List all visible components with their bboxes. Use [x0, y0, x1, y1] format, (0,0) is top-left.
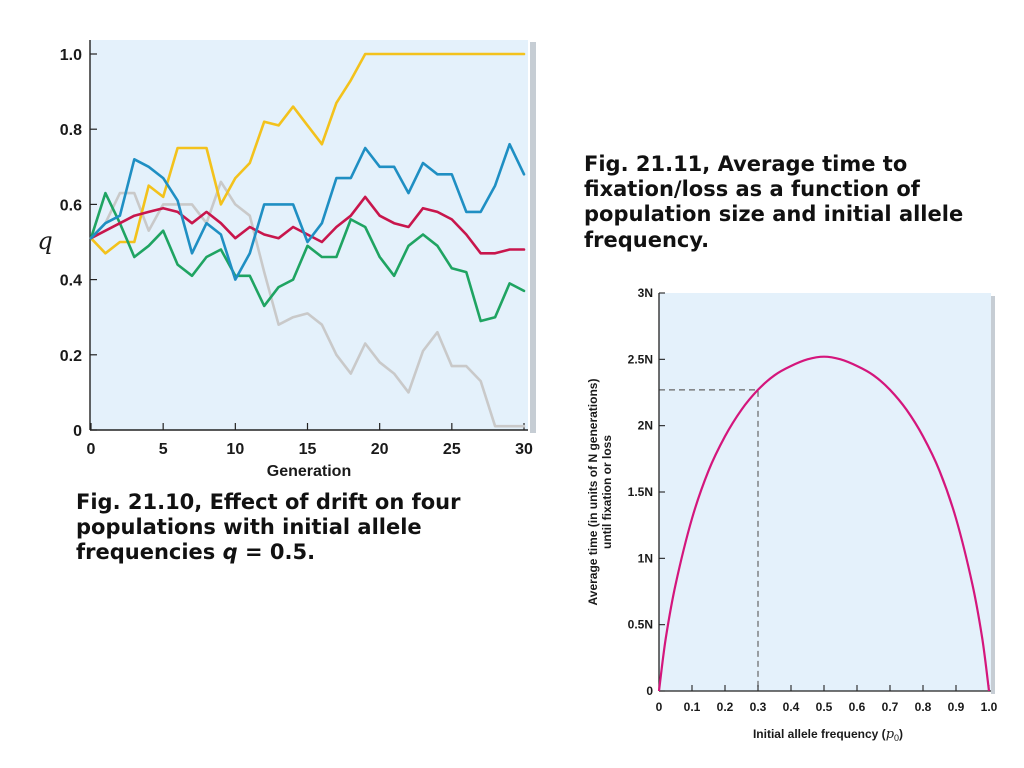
x-axis-label-variable: p — [886, 727, 895, 742]
y-tick-label: 0.6 — [60, 197, 82, 214]
series-line-4 — [89, 191, 526, 323]
y-tick-label: 2.5N — [628, 352, 653, 366]
caption-fig-21-11: Fig. 21.11, Average time to fixation/los… — [584, 152, 964, 252]
y-tick-label: 0.2 — [60, 348, 82, 365]
y-tick-label: 1N — [638, 551, 653, 565]
annotation-dashed-line — [659, 389, 759, 691]
plot-area — [659, 293, 991, 691]
series-line-2 — [89, 142, 526, 281]
x-tick-label: 0.3 — [750, 700, 767, 714]
caption-fig-21-10-tail: = 0.5. — [237, 540, 316, 565]
x-tick-label: 1.0 — [981, 700, 998, 714]
caption-fig-21-10: Fig. 21.10, Effect of drift on four popu… — [76, 490, 516, 566]
x-tick-label: 0.9 — [948, 700, 965, 714]
y-axis-label-line-1: Average time (in units of N generations) — [586, 379, 600, 606]
y-tick-label: 0 — [646, 684, 653, 698]
caption-fig-21-10-text: Fig. 21.10, Effect of drift on four popu… — [76, 490, 461, 565]
x-tick-label: 0.1 — [684, 700, 701, 714]
x-tick-label: 0 — [87, 441, 96, 458]
y-tick-label: 2N — [638, 419, 653, 433]
x-axis-label: Initial allele frequency (p0) — [753, 727, 903, 743]
x-axis-label: Generation — [267, 463, 351, 480]
x-tick-label: 0.6 — [849, 700, 866, 714]
x-tick-label: 10 — [226, 441, 244, 458]
series-line-1 — [89, 52, 526, 255]
x-tick-label: 0.4 — [783, 700, 800, 714]
y-tick-label: 3N — [638, 286, 653, 300]
caption-fig-21-10-variable: q — [222, 540, 238, 565]
x-tick-label: 0 — [656, 700, 663, 714]
x-axis-label-subscript: 0 — [894, 733, 899, 743]
x-tick-label: 25 — [443, 441, 461, 458]
x-tick-label: 30 — [515, 441, 533, 458]
y-tick-label: 1.5N — [628, 485, 653, 499]
y-axis-label-line-2: until fixation or loss — [600, 435, 614, 549]
x-tick-label: 5 — [159, 441, 168, 458]
fixation-time-chart: 0 0.5N 1N 1.5N 2N 2.5N 3N 0 0.1 0.2 0.3 0.4 0.5 0.6 0.… — [586, 286, 998, 743]
y-tick-label: 0.5N — [628, 618, 653, 632]
x-axis-label-text: Initial allele frequency ( — [753, 727, 886, 741]
y-axis-label: Average time (in units of N generations)… — [586, 379, 614, 606]
plot-shadow — [991, 296, 995, 694]
series-line-5 — [89, 180, 526, 428]
drift-chart: 0 0.2 0.4 0.6 0.8 1.0 0 5 10 15 20 25 30 Generation q — [37, 40, 536, 480]
x-tick-label: 0.8 — [915, 700, 932, 714]
x-tick-label: 0.5 — [816, 700, 833, 714]
y-tick-label: 0.8 — [60, 122, 82, 139]
x-tick-label: 0.2 — [717, 700, 734, 714]
fixation-time-curve — [657, 355, 991, 692]
y-axis-label: q — [37, 227, 52, 255]
x-axis-label-close: ) — [899, 727, 903, 741]
x-tick-label: 0.7 — [882, 700, 899, 714]
y-tick-label: 0 — [73, 423, 82, 440]
x-tick-label: 15 — [299, 441, 317, 458]
plot-shadow — [530, 42, 536, 433]
x-tick-label: 20 — [371, 441, 389, 458]
y-tick-label: 1.0 — [60, 47, 82, 64]
y-tick-label: 0.4 — [60, 273, 82, 290]
series-line-3 — [89, 195, 526, 255]
